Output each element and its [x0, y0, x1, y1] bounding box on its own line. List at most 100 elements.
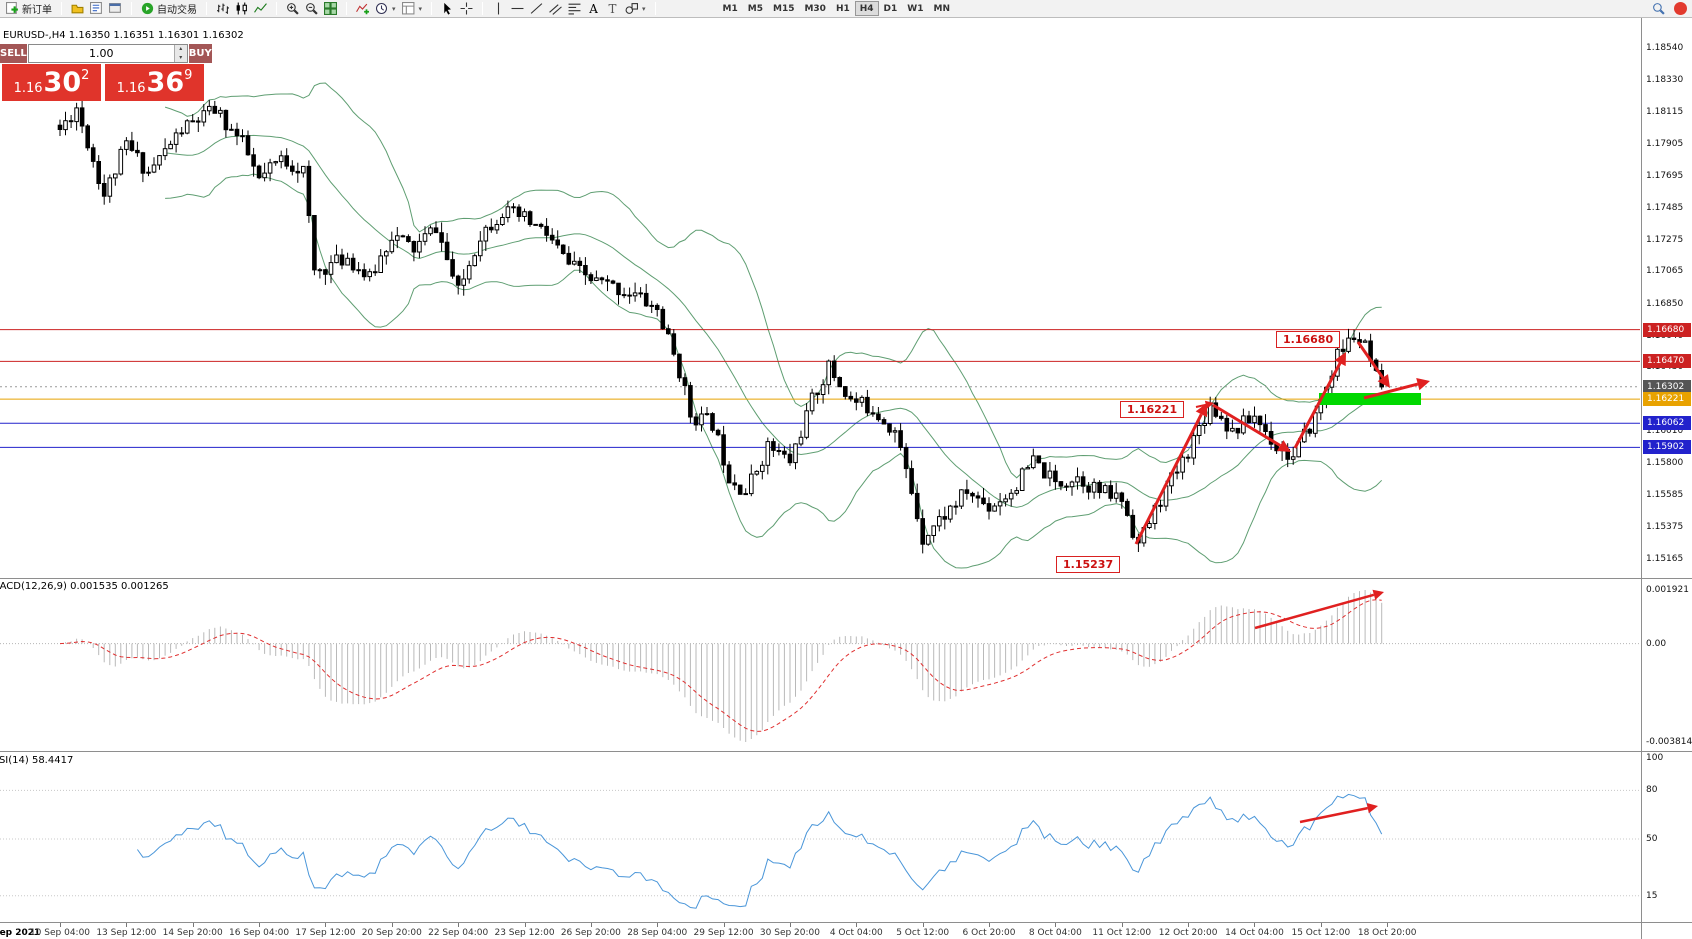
time-tick [458, 923, 460, 927]
time-tick [590, 923, 592, 927]
lot-increase-button[interactable]: ▴ [174, 45, 187, 54]
trend-annotation-arrows[interactable] [1134, 341, 1430, 545]
axis-label: 100 [1646, 753, 1664, 763]
lot-decrease-button[interactable]: ▾ [174, 53, 187, 62]
trendline-icon[interactable] [527, 1, 546, 17]
fibonacci-icon[interactable] [565, 1, 584, 17]
price-callout[interactable]: 1.16680 [1276, 331, 1341, 348]
data-window-icon[interactable] [106, 1, 125, 17]
time-tick [1055, 923, 1057, 927]
time-label: 10 Sep 04:00 [29, 928, 91, 938]
time-tick [524, 923, 526, 927]
axis-label: 1.18330 [1646, 74, 1684, 85]
toolbar: 新订单 自动交易 ▾ ▾ A T ▾ M1 M5 [0, 0, 1692, 18]
profiles-icon[interactable] [68, 1, 87, 17]
timeframe-m30-button[interactable]: M30 [799, 1, 830, 16]
timeframe-mn-button[interactable]: MN [928, 1, 955, 16]
separator [654, 2, 656, 15]
candlestick-chart-icon[interactable] [232, 1, 251, 17]
rsi-panel[interactable] [0, 752, 1641, 922]
chevron-down-icon: ▾ [418, 4, 423, 13]
axis-label: 0.001921 [1646, 585, 1689, 595]
axis-label: 0.00 [1646, 638, 1667, 649]
periods-icon[interactable]: ▾ [372, 1, 399, 17]
time-tick [325, 923, 327, 927]
axis-label: 1.15585 [1646, 490, 1684, 501]
sell-button[interactable]: 1.16 30 2 [2, 64, 101, 101]
time-tick [1188, 923, 1190, 927]
price-callout[interactable]: 1.16221 [1120, 401, 1185, 418]
channel-icon[interactable] [546, 1, 565, 17]
price-callout[interactable]: 1.15237 [1056, 556, 1121, 573]
sell-price-small: 1.16 [13, 81, 43, 96]
time-label: 22 Sep 04:00 [428, 928, 489, 938]
price-axis[interactable]: 1.18540 1.18330 1.18115 1.17905 1.17695 1.174… [1641, 18, 1692, 939]
time-label: 5 Oct 12:00 [896, 928, 950, 938]
shapes-icon[interactable]: ▾ [622, 1, 649, 17]
axis-label: 80 [1646, 785, 1658, 796]
time-tick [1387, 923, 1389, 927]
price-badge: 1.16470 [1643, 354, 1691, 369]
sell-header: SELL [0, 44, 27, 63]
timeframe-toolbar: M1 M5 M15 M30 H1 H4 D1 W1 MN [718, 1, 955, 16]
lot-size-field[interactable]: ▴ ▾ [27, 44, 188, 63]
line-chart-icon[interactable] [251, 1, 270, 17]
axis-label: 1.15375 [1646, 522, 1684, 533]
buy-button[interactable]: 1.16 36 9 [105, 64, 204, 101]
axis-label: 1.17275 [1646, 234, 1684, 245]
timeframe-d1-button[interactable]: D1 [879, 1, 903, 16]
time-tick [989, 923, 991, 927]
templates-icon[interactable]: ▾ [399, 1, 426, 17]
separator [206, 2, 207, 15]
market-watch-icon[interactable] [87, 1, 106, 17]
bar-chart-icon[interactable] [213, 1, 232, 17]
separator [346, 2, 347, 15]
timeframe-m1-button[interactable]: M1 [718, 1, 743, 16]
account-notification-icon[interactable] [1674, 2, 1687, 15]
axis-label: 1.17065 [1646, 266, 1684, 277]
sell-price-sup: 2 [81, 68, 90, 83]
main-chart-area[interactable] [0, 18, 1641, 577]
time-tick [126, 923, 128, 927]
tile-windows-icon[interactable] [321, 1, 340, 17]
text-icon[interactable]: A [584, 1, 603, 17]
time-label: 16 Sep 04:00 [229, 928, 290, 938]
axis-label: 1.17905 [1646, 139, 1684, 150]
separator [131, 2, 132, 15]
lot-size-input[interactable] [28, 45, 174, 62]
chevron-down-icon: ▾ [392, 4, 396, 13]
axis-label: 1.18115 [1646, 107, 1684, 118]
horizontal-line-icon[interactable] [508, 1, 527, 17]
zoom-in-icon[interactable] [283, 1, 302, 17]
text-label-icon[interactable]: T [603, 1, 622, 17]
timeframe-w1-button[interactable]: W1 [902, 1, 928, 16]
time-label: 29 Sep 12:00 [693, 928, 754, 938]
axis-label: 1.18540 [1646, 42, 1684, 53]
indicators-icon[interactable] [353, 1, 372, 17]
vertical-line-icon[interactable] [489, 1, 508, 17]
zoom-out-icon[interactable] [302, 1, 321, 17]
new-order-button[interactable]: 新订单 [3, 1, 55, 17]
axis-label: -0.003814 [1646, 737, 1692, 747]
support-highlight-box[interactable] [1319, 393, 1421, 405]
timeframe-m5-button[interactable]: M5 [743, 1, 768, 16]
timeframe-m15-button[interactable]: M15 [768, 1, 799, 16]
auto-trading-button[interactable]: 自动交易 [138, 1, 200, 17]
timeframe-h4-button[interactable]: H4 [854, 1, 879, 16]
macd-indicator [0, 589, 1640, 742]
crosshair-icon[interactable] [457, 1, 476, 17]
time-label: 9 Sep 2021 [0, 928, 41, 938]
macd-panel[interactable] [0, 579, 1641, 751]
time-label: 20 Sep 20:00 [361, 928, 422, 938]
time-tick [856, 923, 858, 927]
price-badge: 1.15902 [1643, 440, 1691, 455]
time-label: 12 Oct 20:00 [1158, 928, 1218, 938]
search-icon[interactable] [1649, 1, 1668, 17]
time-label: 14 Oct 04:00 [1225, 928, 1284, 938]
timeframe-h1-button[interactable]: H1 [831, 1, 855, 16]
cursor-icon[interactable] [438, 1, 457, 17]
